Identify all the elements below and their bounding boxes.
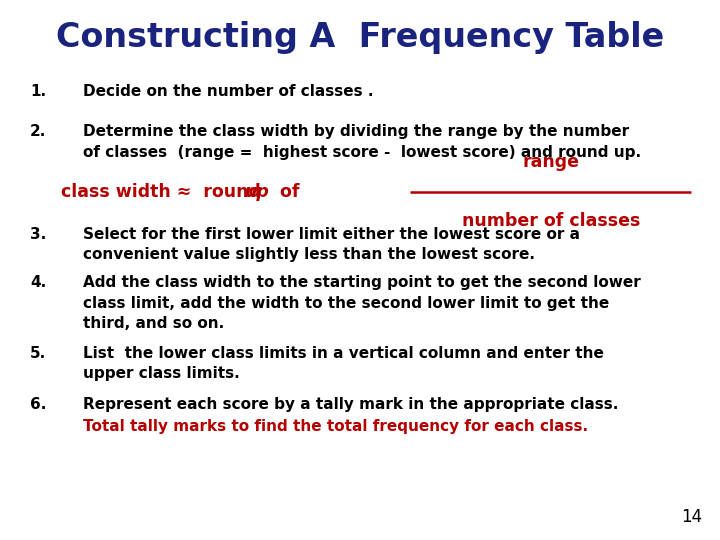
Text: 2.: 2. <box>30 124 47 139</box>
Text: Add the class width to the starting point to get the second lower
class limit, a: Add the class width to the starting poin… <box>83 275 641 331</box>
Text: 5.: 5. <box>30 346 47 361</box>
Text: Determine the class width by dividing the range by the number
of classes  (range: Determine the class width by dividing th… <box>83 124 641 160</box>
Text: Total tally marks to find the total frequency for each class.: Total tally marks to find the total freq… <box>83 418 588 434</box>
Text: 1.: 1. <box>30 84 46 99</box>
Text: range: range <box>522 153 580 171</box>
Text: of: of <box>268 183 311 201</box>
Text: Constructing A  Frequency Table: Constructing A Frequency Table <box>56 21 664 55</box>
Text: 4.: 4. <box>30 275 47 291</box>
Text: Represent each score by a tally mark in the appropriate class.: Represent each score by a tally mark in … <box>83 397 618 412</box>
Text: List  the lower class limits in a vertical column and enter the
upper class limi: List the lower class limits in a vertica… <box>83 346 603 381</box>
Text: 6.: 6. <box>30 397 47 412</box>
Text: Decide on the number of classes .: Decide on the number of classes . <box>83 84 373 99</box>
Text: 14: 14 <box>681 509 702 526</box>
Text: number of classes: number of classes <box>462 212 640 231</box>
Text: class width ≈  round: class width ≈ round <box>61 183 267 201</box>
Text: 3.: 3. <box>30 227 47 242</box>
Text: Select for the first lower limit either the lowest score or a
convenient value s: Select for the first lower limit either … <box>83 227 580 262</box>
Text: up: up <box>245 183 270 201</box>
